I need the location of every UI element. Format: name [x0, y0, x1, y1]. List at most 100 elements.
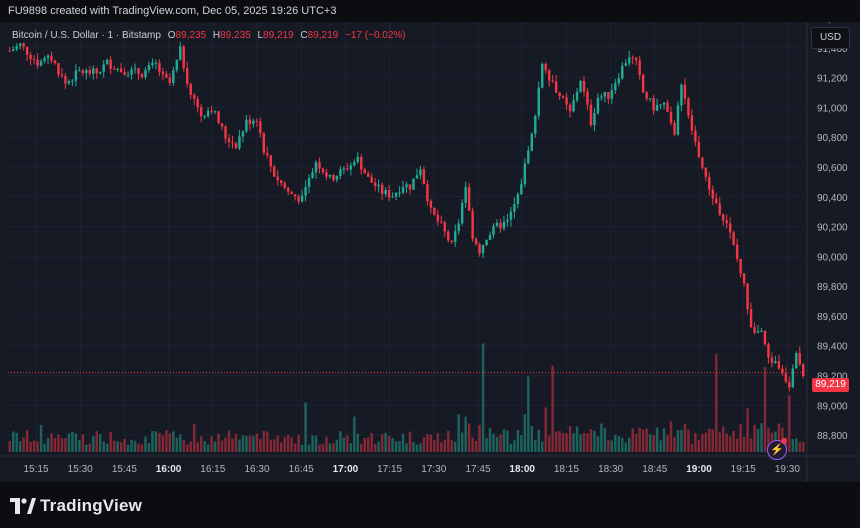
candle-body	[802, 364, 805, 377]
volume-bar	[88, 443, 92, 452]
volume-bar	[25, 430, 29, 452]
candle-body	[60, 74, 64, 76]
volume-bar	[116, 441, 119, 452]
volume-bar	[440, 442, 443, 452]
candle-body	[728, 223, 732, 233]
candle-body	[53, 60, 57, 64]
volume-bar	[102, 441, 105, 452]
candle-body	[199, 106, 203, 117]
volume-bar	[342, 437, 346, 452]
candle-body	[252, 120, 255, 125]
y-tick-label: 89,800	[817, 282, 848, 293]
candle-body	[266, 152, 269, 156]
candle-body	[366, 173, 370, 177]
candle-body	[370, 176, 373, 183]
tradingview-logo[interactable]: TradingView	[10, 496, 142, 516]
candle-body	[558, 92, 561, 97]
volume-bar	[429, 434, 433, 452]
volume-bar	[238, 439, 241, 452]
candle-body	[457, 223, 460, 232]
volume-bar	[527, 376, 530, 452]
candle-body	[763, 330, 767, 345]
candle-body	[694, 130, 697, 142]
symbol-label: Bitcoin / U.S. Dollar · 1 · Bitstamp	[12, 30, 161, 41]
candle-body	[680, 84, 683, 106]
candle-body	[565, 97, 568, 105]
volume-bar	[478, 424, 481, 452]
candle-body	[433, 207, 436, 215]
candle-body	[798, 353, 801, 365]
volume-bar	[481, 343, 485, 452]
volume-bar	[415, 444, 419, 452]
volume-bar	[231, 438, 234, 452]
candle-body	[687, 98, 690, 116]
last-price-label: 89,219	[812, 378, 849, 392]
volume-bar	[655, 427, 659, 452]
price-chart[interactable]: 91,600 91,400 91,200 91,000 90,800 90,600 90,4…	[0, 22, 860, 482]
candle-body	[279, 180, 283, 183]
candle-body	[582, 80, 586, 92]
candle-body	[140, 73, 144, 77]
volume-bar	[568, 426, 572, 452]
candle-body	[795, 353, 798, 369]
candle-body	[39, 61, 43, 66]
volume-bar	[366, 437, 370, 452]
chart-area[interactable]: 91,600 91,400 91,200 91,000 90,800 90,600 90,4…	[0, 22, 860, 482]
candle-body	[415, 175, 419, 179]
y-tick-label: 91,400	[817, 44, 848, 55]
volume-bar	[60, 438, 64, 452]
volume-bar	[690, 443, 694, 452]
volume-bar	[53, 438, 57, 452]
volume-bar	[140, 444, 144, 452]
candle-body	[596, 97, 600, 114]
attribution-bar: FU9898 created with TradingView.com, Dec…	[0, 0, 860, 22]
candle-body	[25, 46, 29, 55]
candle-body	[189, 83, 192, 95]
candle-body	[669, 111, 673, 123]
candle-body	[697, 141, 701, 158]
candle-body	[756, 331, 760, 333]
volume-bar	[718, 432, 721, 452]
volume-bar	[544, 407, 547, 452]
x-tick-label: 15:15	[23, 464, 48, 475]
candle-body	[92, 68, 95, 74]
volume-bar	[64, 438, 67, 452]
lightning-icon[interactable]: ⚡	[767, 440, 787, 460]
candle-body	[711, 189, 714, 199]
tradingview-logo-icon	[10, 498, 36, 514]
y-tick-label: 90,000	[817, 252, 848, 263]
x-tick-label: 19:00	[686, 464, 712, 475]
volume-bar	[8, 441, 11, 452]
candle-body	[454, 231, 457, 242]
volume-bar	[300, 444, 304, 452]
volume-bar	[32, 440, 36, 452]
volume-bar	[39, 424, 43, 452]
volume-bar	[485, 437, 488, 452]
volume-bar	[36, 441, 39, 452]
low-value: 89,219	[263, 30, 294, 41]
volume-bar	[109, 431, 112, 452]
candle-body	[363, 169, 366, 174]
volume-bar	[15, 432, 18, 452]
volume-bar	[245, 435, 248, 452]
currency-button[interactable]: USD	[811, 27, 850, 49]
candle-body	[168, 77, 172, 84]
x-tick-label: 16:45	[289, 464, 314, 475]
volume-bar	[29, 442, 32, 452]
candle-body	[346, 168, 349, 170]
candle-body	[774, 361, 777, 363]
candle-body	[589, 104, 593, 126]
candle-body	[50, 55, 53, 61]
x-tick-label: 15:30	[68, 464, 93, 475]
volume-bar	[697, 440, 701, 452]
volume-bar	[12, 431, 15, 452]
candle-body	[203, 116, 206, 118]
volume-bar	[377, 441, 380, 452]
volume-bar	[401, 433, 405, 452]
candle-body	[307, 178, 311, 188]
candle-body	[384, 189, 387, 195]
candle-body	[192, 94, 196, 99]
candle-body	[485, 239, 488, 246]
candle-body	[238, 136, 241, 149]
candle-body	[12, 49, 15, 51]
